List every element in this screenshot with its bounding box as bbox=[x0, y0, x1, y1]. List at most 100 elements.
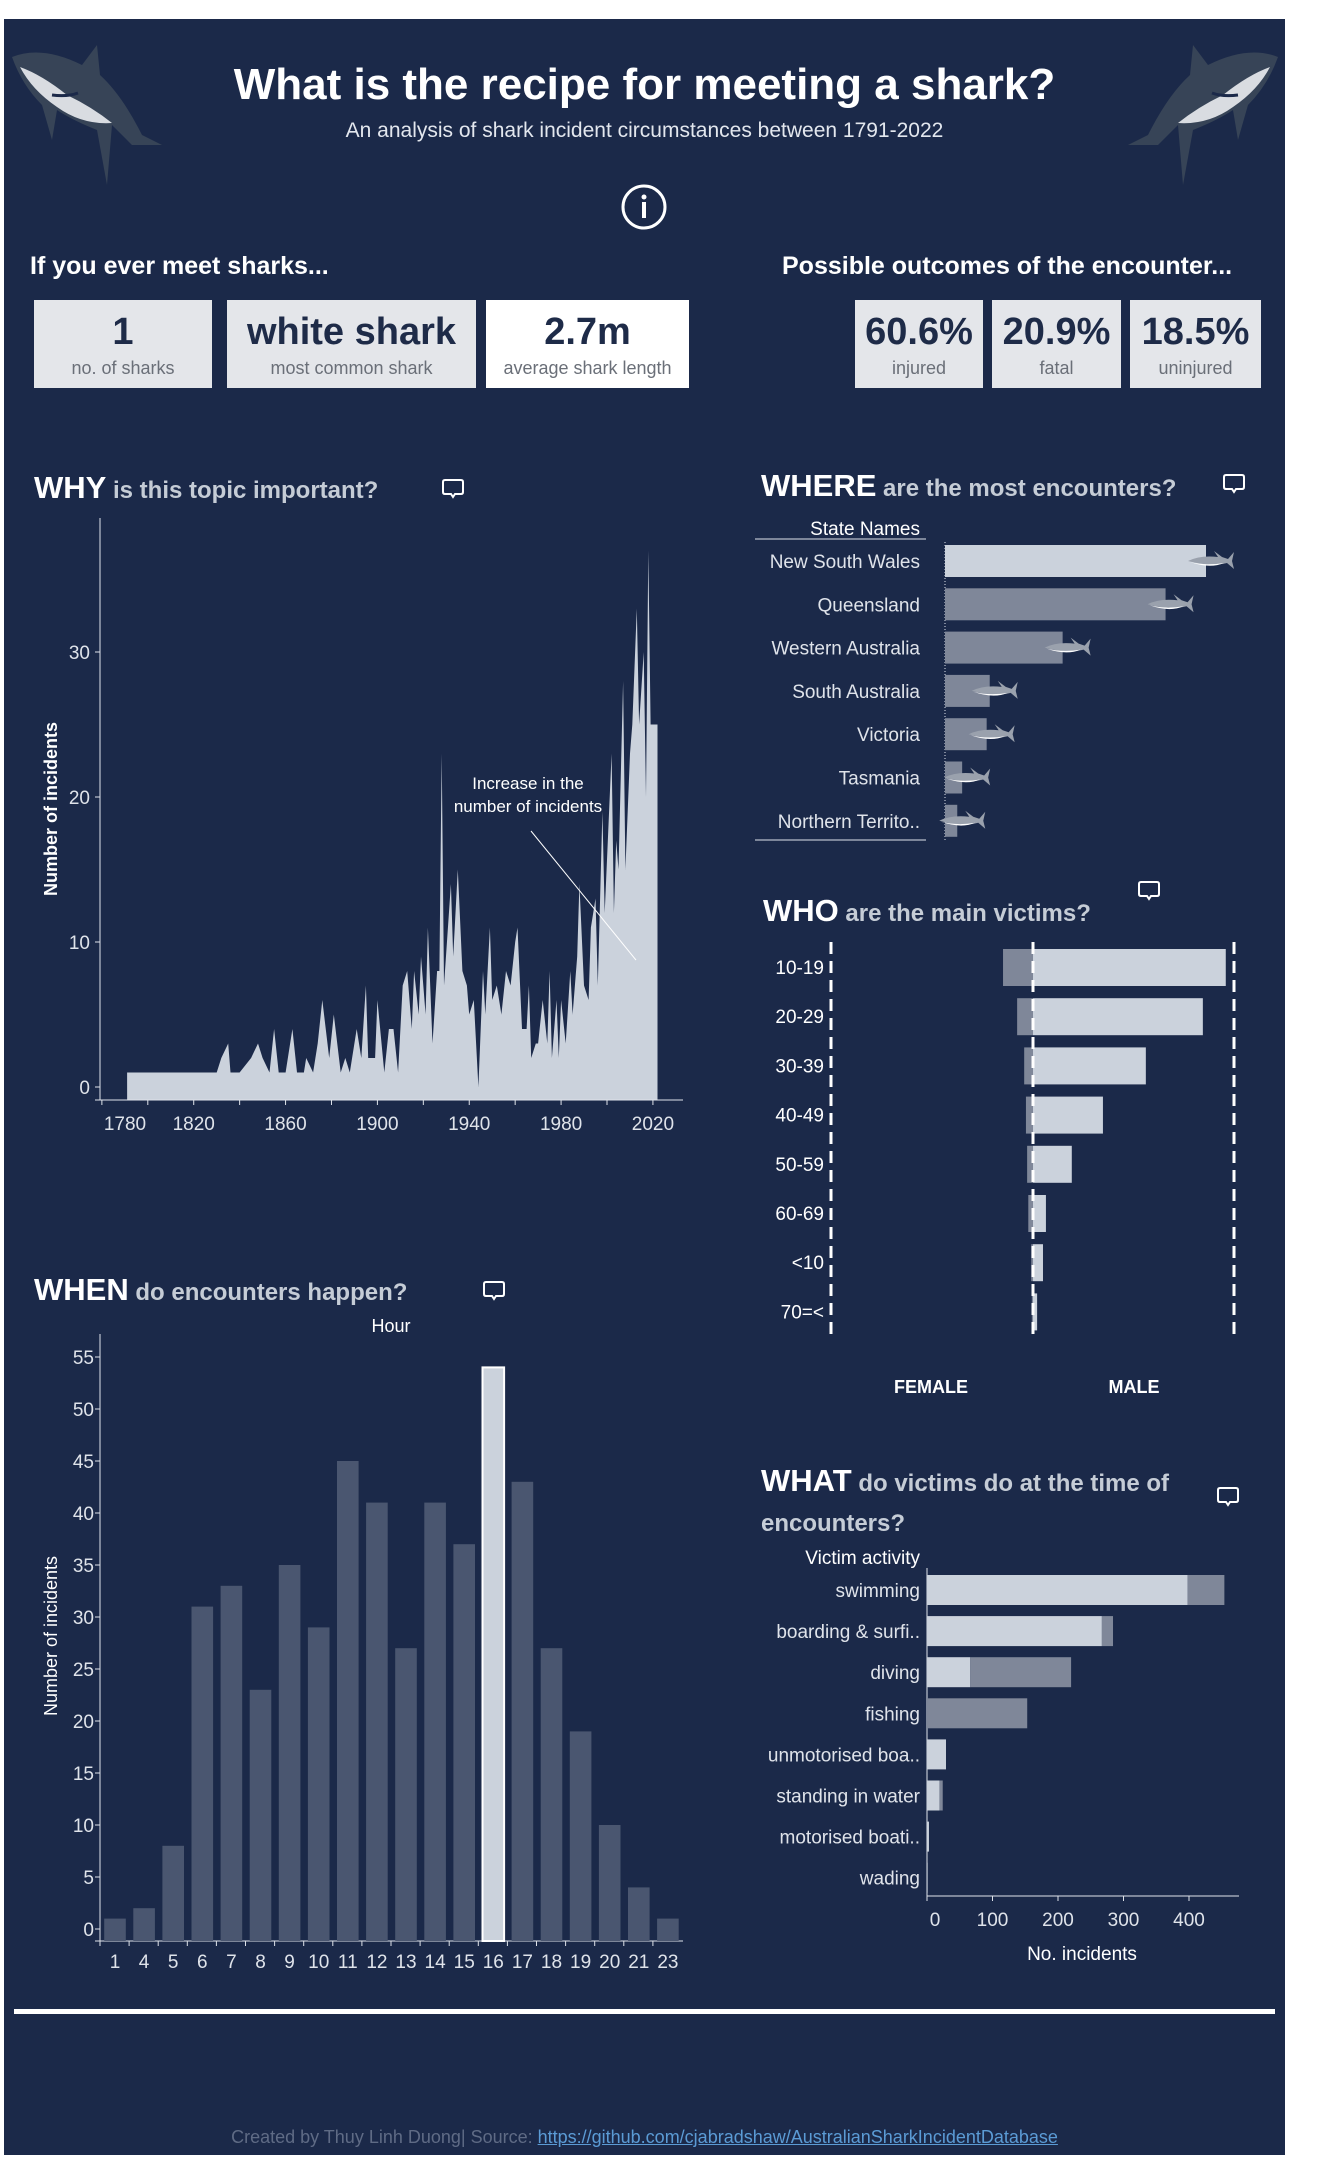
kpi-label: no. of sharks bbox=[71, 358, 175, 378]
shark-illustration-icon bbox=[1128, 45, 1278, 185]
bar-segment-light[interactable] bbox=[927, 1780, 940, 1811]
bar[interactable] bbox=[481, 1366, 506, 1942]
category-label: Northern Territo.. bbox=[778, 812, 920, 833]
y-tick-label: 50 bbox=[73, 1400, 94, 1421]
when-heading-bold: WHEN bbox=[34, 1272, 129, 1307]
bar[interactable] bbox=[424, 1502, 446, 1941]
x-tick-label: 16 bbox=[483, 1952, 504, 1973]
x-tick-label: 1940 bbox=[448, 1114, 490, 1135]
bar[interactable] bbox=[249, 1689, 272, 1941]
y-tick-label: 25 bbox=[73, 1660, 94, 1681]
comment-icon[interactable] bbox=[1138, 881, 1160, 901]
comment-icon[interactable] bbox=[483, 1281, 505, 1301]
bar-segment-light[interactable] bbox=[927, 1616, 1102, 1647]
comment-icon[interactable] bbox=[1217, 1487, 1239, 1507]
kpi-label: uninjured bbox=[1158, 358, 1233, 378]
bar[interactable] bbox=[945, 588, 1166, 621]
bar[interactable] bbox=[307, 1627, 330, 1941]
male-bar[interactable] bbox=[1033, 949, 1226, 986]
when-heading-rest: do encounters happen? bbox=[128, 1279, 408, 1306]
bar-segment-dark[interactable] bbox=[927, 1698, 1028, 1729]
shark-icon bbox=[971, 680, 1018, 699]
source-link[interactable]: https://github.com/cjabradshaw/Australia… bbox=[537, 2127, 1058, 2147]
bar-segment-light[interactable] bbox=[927, 1821, 929, 1852]
what-heading: WHAT do victims do at the time of bbox=[761, 1463, 1169, 1499]
bar[interactable] bbox=[278, 1565, 301, 1941]
male-bar[interactable] bbox=[1033, 1145, 1072, 1183]
x-tick-label: 17 bbox=[512, 1952, 533, 1973]
bar[interactable] bbox=[162, 1845, 184, 1941]
bar-segment-dark[interactable] bbox=[970, 1657, 1072, 1688]
y-tick-label: 0 bbox=[79, 1078, 90, 1099]
shark-icon bbox=[968, 724, 1015, 743]
bar-segment-light[interactable] bbox=[927, 1575, 1188, 1605]
bar[interactable] bbox=[945, 631, 1063, 664]
male-bar[interactable] bbox=[1033, 1293, 1038, 1331]
bar[interactable] bbox=[511, 1481, 534, 1941]
bar-segment-light[interactable] bbox=[927, 1657, 971, 1688]
female-bar[interactable] bbox=[1017, 998, 1033, 1036]
female-bar[interactable] bbox=[1031, 1244, 1033, 1282]
annotation-line bbox=[530, 830, 637, 961]
x-tick-label: 15 bbox=[454, 1952, 475, 1973]
bar[interactable] bbox=[540, 1648, 563, 1941]
category-label: fishing bbox=[865, 1704, 920, 1725]
x-tick-label: 8 bbox=[255, 1952, 266, 1973]
bar[interactable] bbox=[945, 545, 1206, 577]
where-heading-bold: WHERE bbox=[761, 468, 877, 503]
category-label: unmotorised boa.. bbox=[768, 1745, 920, 1766]
bar-segment-dark[interactable] bbox=[1101, 1616, 1114, 1647]
bar[interactable] bbox=[366, 1502, 388, 1941]
shark-illustration-icon bbox=[12, 45, 162, 185]
category-label: boarding & surfi.. bbox=[776, 1622, 920, 1643]
bar[interactable] bbox=[191, 1606, 214, 1941]
bar[interactable] bbox=[104, 1918, 126, 1941]
bar-segment-dark[interactable] bbox=[1187, 1575, 1225, 1605]
bar-segment-light[interactable] bbox=[927, 1739, 946, 1770]
x-tick-label: 11 bbox=[338, 1952, 358, 1973]
x-axis-title: No. incidents bbox=[1027, 1944, 1137, 1965]
why-heading-rest: is this topic important? bbox=[106, 477, 379, 504]
bar[interactable] bbox=[395, 1648, 417, 1941]
age-label: 60-69 bbox=[775, 1204, 824, 1225]
x-tick-label: 6 bbox=[197, 1952, 208, 1973]
x-tick-label: 20 bbox=[599, 1952, 620, 1973]
bar[interactable] bbox=[337, 1461, 359, 1941]
bar-segment-light[interactable] bbox=[927, 1862, 928, 1893]
x-axis-title: Hour bbox=[371, 1316, 410, 1336]
female-bar[interactable] bbox=[1027, 1145, 1033, 1183]
x-tick-label: 2020 bbox=[632, 1114, 674, 1135]
age-label: 40-49 bbox=[775, 1106, 824, 1127]
x-tick-label: 1980 bbox=[540, 1114, 582, 1135]
x-tick-label: 1860 bbox=[264, 1114, 306, 1135]
kpi-value: 60.6% bbox=[865, 311, 973, 353]
bar-segment-dark[interactable] bbox=[939, 1780, 943, 1811]
female-bar[interactable] bbox=[1025, 1096, 1033, 1134]
kpi-card-injured: 60.6% injured bbox=[855, 300, 983, 388]
age-label: <10 bbox=[792, 1253, 824, 1274]
column-header: State Names bbox=[810, 519, 920, 540]
y-tick-label: 10 bbox=[73, 1816, 94, 1837]
female-bar[interactable] bbox=[1028, 1195, 1033, 1232]
bar[interactable] bbox=[220, 1585, 243, 1941]
bar[interactable] bbox=[628, 1887, 650, 1941]
comment-icon[interactable] bbox=[442, 479, 464, 499]
bar[interactable] bbox=[133, 1908, 155, 1941]
female-bar[interactable] bbox=[1024, 1047, 1033, 1085]
male-bar[interactable] bbox=[1033, 998, 1203, 1036]
male-bar[interactable] bbox=[1033, 1047, 1146, 1085]
what-heading-line2: encounters? bbox=[761, 1503, 905, 1539]
comment-icon[interactable] bbox=[1223, 474, 1245, 494]
bar[interactable] bbox=[598, 1825, 621, 1941]
bar[interactable] bbox=[569, 1731, 592, 1941]
male-bar[interactable] bbox=[1033, 1096, 1103, 1134]
male-bar[interactable] bbox=[1033, 1244, 1043, 1282]
female-bar[interactable] bbox=[1003, 949, 1033, 986]
y-tick-label: 10 bbox=[69, 933, 90, 954]
info-circle-icon[interactable] bbox=[621, 184, 667, 230]
bar[interactable] bbox=[453, 1544, 475, 1941]
bar[interactable] bbox=[657, 1918, 679, 1941]
x-tick-label: 300 bbox=[1108, 1910, 1140, 1931]
male-bar[interactable] bbox=[1033, 1195, 1046, 1232]
